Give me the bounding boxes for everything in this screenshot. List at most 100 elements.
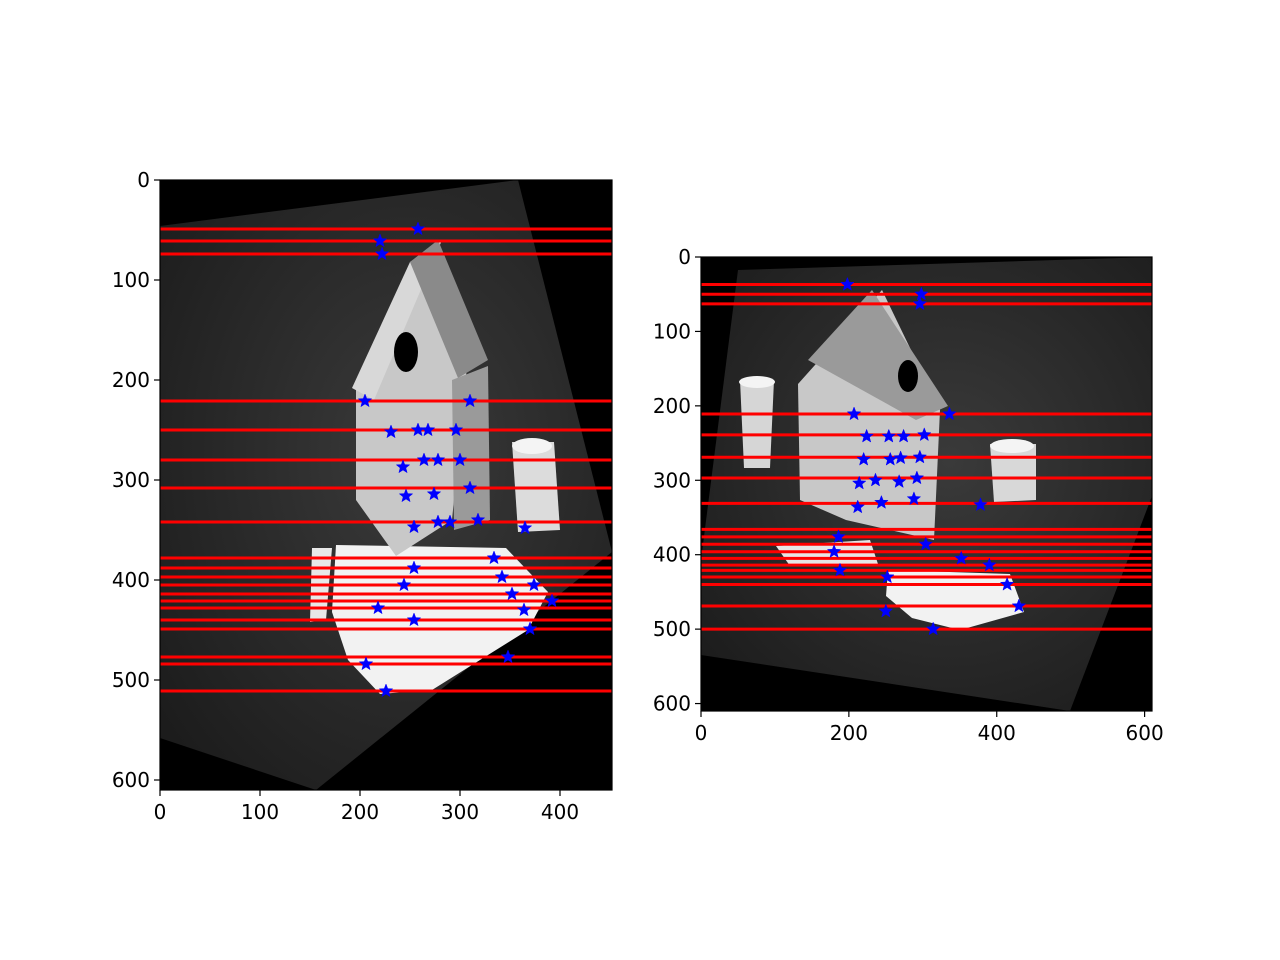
- right-image-scene: [701, 257, 1152, 711]
- right-cup-top: [739, 376, 775, 388]
- left-epipolar-lines: [160, 227, 612, 693]
- y-tick-label: 600: [653, 692, 691, 716]
- keypoint-star: [410, 221, 426, 236]
- keypoint-star: [856, 451, 871, 466]
- keypoint-star: [504, 586, 520, 601]
- keypoint-star: [846, 406, 862, 421]
- left-mug-top: [512, 438, 552, 454]
- x-tick-label: 0: [154, 800, 167, 824]
- keypoint-star: [516, 602, 532, 617]
- keypoint-star: [826, 544, 842, 558]
- keypoint-star: [500, 649, 516, 664]
- keypoint-star: [517, 520, 533, 535]
- keypoint-star: [893, 450, 908, 465]
- keypoint-star: [358, 656, 374, 671]
- x-tick-label: 300: [441, 800, 479, 824]
- keypoint-star: [370, 600, 386, 615]
- keypoint-star: [916, 427, 932, 442]
- keypoint-star: [896, 428, 911, 443]
- left-axes-frame: [159, 179, 613, 791]
- keypoint-star: [486, 550, 502, 565]
- left-y-axis: 0 100 200 300 400 500 600: [112, 168, 160, 792]
- x-tick-label: 600: [1126, 721, 1164, 745]
- keypoint-star: [999, 576, 1015, 591]
- right-house-window: [898, 360, 918, 392]
- y-tick-label: 300: [653, 468, 691, 492]
- keypoint-star: [357, 393, 373, 408]
- keypoint-star: [859, 428, 874, 443]
- keypoint-star: [416, 452, 432, 467]
- keypoint-star: [831, 529, 846, 544]
- y-tick-label: 400: [653, 543, 691, 567]
- y-tick-label: 300: [112, 468, 150, 492]
- right-x-axis: 0 200 400 600: [695, 711, 1164, 745]
- right-y-axis: 0 100 200 300 400 500 600: [653, 245, 701, 716]
- y-tick-label: 600: [112, 768, 150, 792]
- keypoint-star: [851, 475, 867, 490]
- keypoint-star: [442, 514, 458, 529]
- keypoint-star: [918, 536, 934, 551]
- right-cup: [740, 380, 774, 468]
- keypoint-star: [868, 472, 883, 487]
- y-tick-label: 0: [678, 245, 691, 269]
- keypoint-star: [378, 683, 394, 698]
- keypoint-star: [406, 560, 422, 575]
- left-keypoints: [357, 221, 560, 698]
- keypoint-star: [840, 276, 855, 291]
- y-tick-label: 500: [112, 668, 150, 692]
- keypoint-star: [1011, 598, 1027, 613]
- keypoint-star: [406, 519, 422, 534]
- keypoint-star: [494, 569, 510, 584]
- keypoint-star: [909, 470, 925, 485]
- y-tick-label: 400: [112, 568, 150, 592]
- keypoint-star: [396, 577, 412, 592]
- keypoint-star: [953, 550, 969, 565]
- keypoint-star: [452, 452, 468, 467]
- y-tick-label: 200: [112, 368, 150, 392]
- x-tick-label: 200: [830, 721, 868, 745]
- keypoint-star: [462, 393, 478, 408]
- x-tick-label: 400: [541, 800, 579, 824]
- x-tick-label: 400: [978, 721, 1016, 745]
- keypoint-star: [462, 480, 478, 495]
- x-tick-label: 100: [241, 800, 279, 824]
- keypoint-star: [891, 474, 907, 488]
- keypoint-star: [544, 593, 560, 608]
- right-mug-top: [990, 439, 1034, 453]
- x-tick-label: 200: [341, 800, 379, 824]
- x-tick-label: 0: [695, 721, 708, 745]
- keypoint-star: [420, 422, 436, 437]
- keypoint-star: [878, 603, 894, 618]
- right-axes-frame: [700, 256, 1153, 712]
- keypoint-star: [832, 562, 848, 577]
- y-tick-label: 100: [112, 268, 150, 292]
- keypoint-star: [925, 621, 941, 636]
- keypoint-star: [912, 449, 928, 464]
- keypoint-star: [973, 497, 988, 512]
- y-tick-label: 500: [653, 617, 691, 641]
- keypoint-star: [398, 488, 414, 503]
- keypoint-star: [395, 459, 411, 474]
- keypoint-star: [881, 428, 897, 443]
- left-x-axis: 0 100 200 300 400: [154, 790, 579, 824]
- keypoint-star: [426, 486, 442, 501]
- keypoint-star: [874, 494, 889, 509]
- keypoint-star: [906, 491, 922, 506]
- keypoint-star: [374, 246, 390, 261]
- keypoint-star: [406, 612, 422, 627]
- y-tick-label: 200: [653, 394, 691, 418]
- keypoint-star: [383, 424, 399, 439]
- left-house-roof: [410, 240, 488, 378]
- keypoint-star: [879, 569, 895, 584]
- keypoint-star: [850, 499, 866, 514]
- keypoint-star: [470, 512, 486, 527]
- keypoint-star: [430, 452, 446, 467]
- keypoint-star: [942, 406, 957, 421]
- keypoint-star: [982, 557, 997, 572]
- right-subplot: 0 200 400 600 0 100 200 300 400 500 600: [653, 245, 1164, 745]
- keypoint-star: [522, 621, 538, 636]
- keypoint-star: [372, 233, 388, 248]
- left-house-window: [394, 332, 418, 372]
- right-keypoints: [826, 276, 1027, 636]
